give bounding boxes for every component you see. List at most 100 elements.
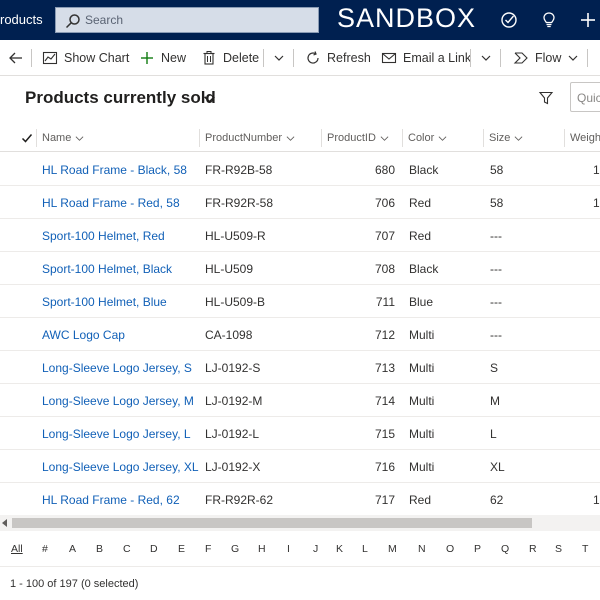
select-all-checkmark-icon[interactable] xyxy=(21,132,33,144)
table-row[interactable]: HL Road Frame - Black, 58 FR-R92B-58 680… xyxy=(0,153,600,186)
chevron-down-icon[interactable] xyxy=(567,52,579,64)
jump-letter[interactable]: B xyxy=(96,543,104,555)
product-size: --- xyxy=(490,262,502,276)
product-number: FR-R92R-62 xyxy=(205,493,274,507)
jump-letter[interactable]: L xyxy=(362,543,368,555)
jump-letter[interactable]: A xyxy=(69,543,77,555)
back-button[interactable] xyxy=(8,40,30,76)
task-check-icon[interactable] xyxy=(500,11,518,29)
product-size: L xyxy=(490,427,497,441)
lightbulb-icon[interactable] xyxy=(540,11,558,29)
product-number: HL-U509-B xyxy=(205,295,266,309)
chevron-down-icon[interactable] xyxy=(480,52,492,64)
jump-letter[interactable]: J xyxy=(313,543,319,555)
product-name-link[interactable]: Sport-100 Helmet, Red xyxy=(42,229,165,243)
search-box[interactable]: Search xyxy=(55,7,319,33)
product-color: Black xyxy=(409,262,439,276)
product-size: 58 xyxy=(490,163,504,177)
product-name-link[interactable]: AWC Logo Cap xyxy=(42,328,125,342)
chevron-down-icon[interactable] xyxy=(273,52,285,64)
jump-letter[interactable]: E xyxy=(178,543,186,555)
column-header-productnumber[interactable]: ProductNumber xyxy=(205,124,295,152)
column-header-productid[interactable]: ProductID xyxy=(327,124,389,152)
chevron-down-icon[interactable] xyxy=(203,93,216,106)
quick-find-input[interactable]: Quick xyxy=(570,82,600,112)
table-row[interactable]: Sport-100 Helmet, Black HL-U509 708 Blac… xyxy=(0,252,600,285)
chevron-down-icon xyxy=(75,135,84,141)
scrollbar-thumb[interactable] xyxy=(12,518,532,528)
product-name-link[interactable]: HL Road Frame - Red, 58 xyxy=(42,196,180,210)
filter-icon[interactable] xyxy=(538,90,554,106)
table-row[interactable]: Long-Sleeve Logo Jersey, XL LJ-0192-X 71… xyxy=(0,450,600,483)
jump-letter[interactable]: H xyxy=(258,543,266,555)
alphabet-jump-bar: All # A B C D E F G H I J K L M N O P Q … xyxy=(0,536,600,564)
column-header-size[interactable]: Size xyxy=(489,124,523,152)
horizontal-scrollbar[interactable] xyxy=(0,515,600,531)
table-row[interactable]: Long-Sleeve Logo Jersey, S LJ-0192-S 713… xyxy=(0,351,600,384)
command-bar: Show Chart New Delete Refresh xyxy=(0,40,600,76)
column-header-color[interactable]: Color xyxy=(408,124,447,152)
jump-letter[interactable]: K xyxy=(336,543,344,555)
separator xyxy=(31,49,32,67)
jump-letter[interactable]: C xyxy=(123,543,131,555)
show-chart-button[interactable]: Show Chart xyxy=(42,40,129,76)
table-row[interactable]: Long-Sleeve Logo Jersey, M LJ-0192-M 714… xyxy=(0,384,600,417)
product-size: 62 xyxy=(490,493,504,507)
jump-letter[interactable]: D xyxy=(150,543,158,555)
product-color: Red xyxy=(409,196,432,210)
jump-letter[interactable]: # xyxy=(42,543,48,555)
product-name-link[interactable]: Sport-100 Helmet, Blue xyxy=(42,295,167,309)
product-size: --- xyxy=(490,328,502,342)
delete-label: Delete xyxy=(223,51,260,65)
table-row[interactable]: Sport-100 Helmet, Blue HL-U509-B 711 Blu… xyxy=(0,285,600,318)
jump-letter[interactable]: F xyxy=(205,543,212,555)
jump-letter[interactable]: S xyxy=(555,543,563,555)
grid-header: Name ProductNumber ProductID Color Size … xyxy=(0,124,600,152)
product-number: HL-U509-R xyxy=(205,229,266,243)
jump-letter[interactable]: N xyxy=(418,543,426,555)
table-row[interactable]: Long-Sleeve Logo Jersey, L LJ-0192-L 715… xyxy=(0,417,600,450)
jump-letter[interactable]: P xyxy=(474,543,482,555)
jump-letter[interactable]: O xyxy=(446,543,455,555)
scroll-left-arrow-icon[interactable] xyxy=(2,519,7,527)
product-weight: 1 xyxy=(593,493,600,507)
table-row[interactable]: AWC Logo Cap CA-1098 712 Multi --- xyxy=(0,318,600,351)
column-header-name[interactable]: Name xyxy=(42,124,84,152)
product-color: Multi xyxy=(409,361,435,375)
plus-icon[interactable] xyxy=(579,11,597,29)
jump-letter[interactable]: R xyxy=(529,543,537,555)
top-nav-bar: roducts Search SANDBOX xyxy=(0,0,600,40)
delete-button[interactable]: Delete xyxy=(201,40,259,76)
email-link-button[interactable]: Email a Link xyxy=(381,40,471,76)
product-id: 708 xyxy=(374,262,395,276)
column-header-weight[interactable]: Weight xyxy=(570,132,600,144)
product-name-link[interactable]: Long-Sleeve Logo Jersey, S xyxy=(42,361,192,375)
jump-letter[interactable]: I xyxy=(287,543,290,555)
product-name-link[interactable]: Long-Sleeve Logo Jersey, XL xyxy=(42,460,199,474)
jump-letter[interactable]: G xyxy=(231,543,240,555)
product-name-link[interactable]: Long-Sleeve Logo Jersey, L xyxy=(42,427,191,441)
table-row[interactable]: HL Road Frame - Red, 62 FR-R92R-62 717 R… xyxy=(0,483,600,516)
table-row[interactable]: Sport-100 Helmet, Red HL-U509-R 707 Red … xyxy=(0,219,600,252)
show-chart-label: Show Chart xyxy=(64,51,130,65)
jump-letter-all[interactable]: All xyxy=(11,543,23,555)
product-color: Multi xyxy=(409,427,435,441)
chevron-down-icon xyxy=(514,135,523,141)
refresh-button[interactable]: Refresh xyxy=(305,40,371,76)
jump-letter[interactable]: T xyxy=(582,543,589,555)
view-selector[interactable]: Products currently sold xyxy=(25,88,216,107)
product-name-link[interactable]: Long-Sleeve Logo Jersey, M xyxy=(42,394,194,408)
jump-letter[interactable]: M xyxy=(388,543,397,555)
table-row[interactable]: HL Road Frame - Red, 58 FR-R92R-58 706 R… xyxy=(0,186,600,219)
grid-footer: 1 - 100 of 197 (0 selected) xyxy=(0,566,600,600)
product-name-link[interactable]: HL Road Frame - Red, 62 xyxy=(42,493,180,507)
app-name[interactable]: roducts xyxy=(0,12,43,27)
product-size: --- xyxy=(490,295,502,309)
flow-button[interactable]: Flow xyxy=(513,40,561,76)
new-label: New xyxy=(161,51,187,65)
new-button[interactable]: New xyxy=(139,40,186,76)
product-name-link[interactable]: HL Road Frame - Black, 58 xyxy=(42,163,187,177)
jump-letter[interactable]: Q xyxy=(501,543,510,555)
product-id: 715 xyxy=(374,427,395,441)
product-name-link[interactable]: Sport-100 Helmet, Black xyxy=(42,262,173,276)
